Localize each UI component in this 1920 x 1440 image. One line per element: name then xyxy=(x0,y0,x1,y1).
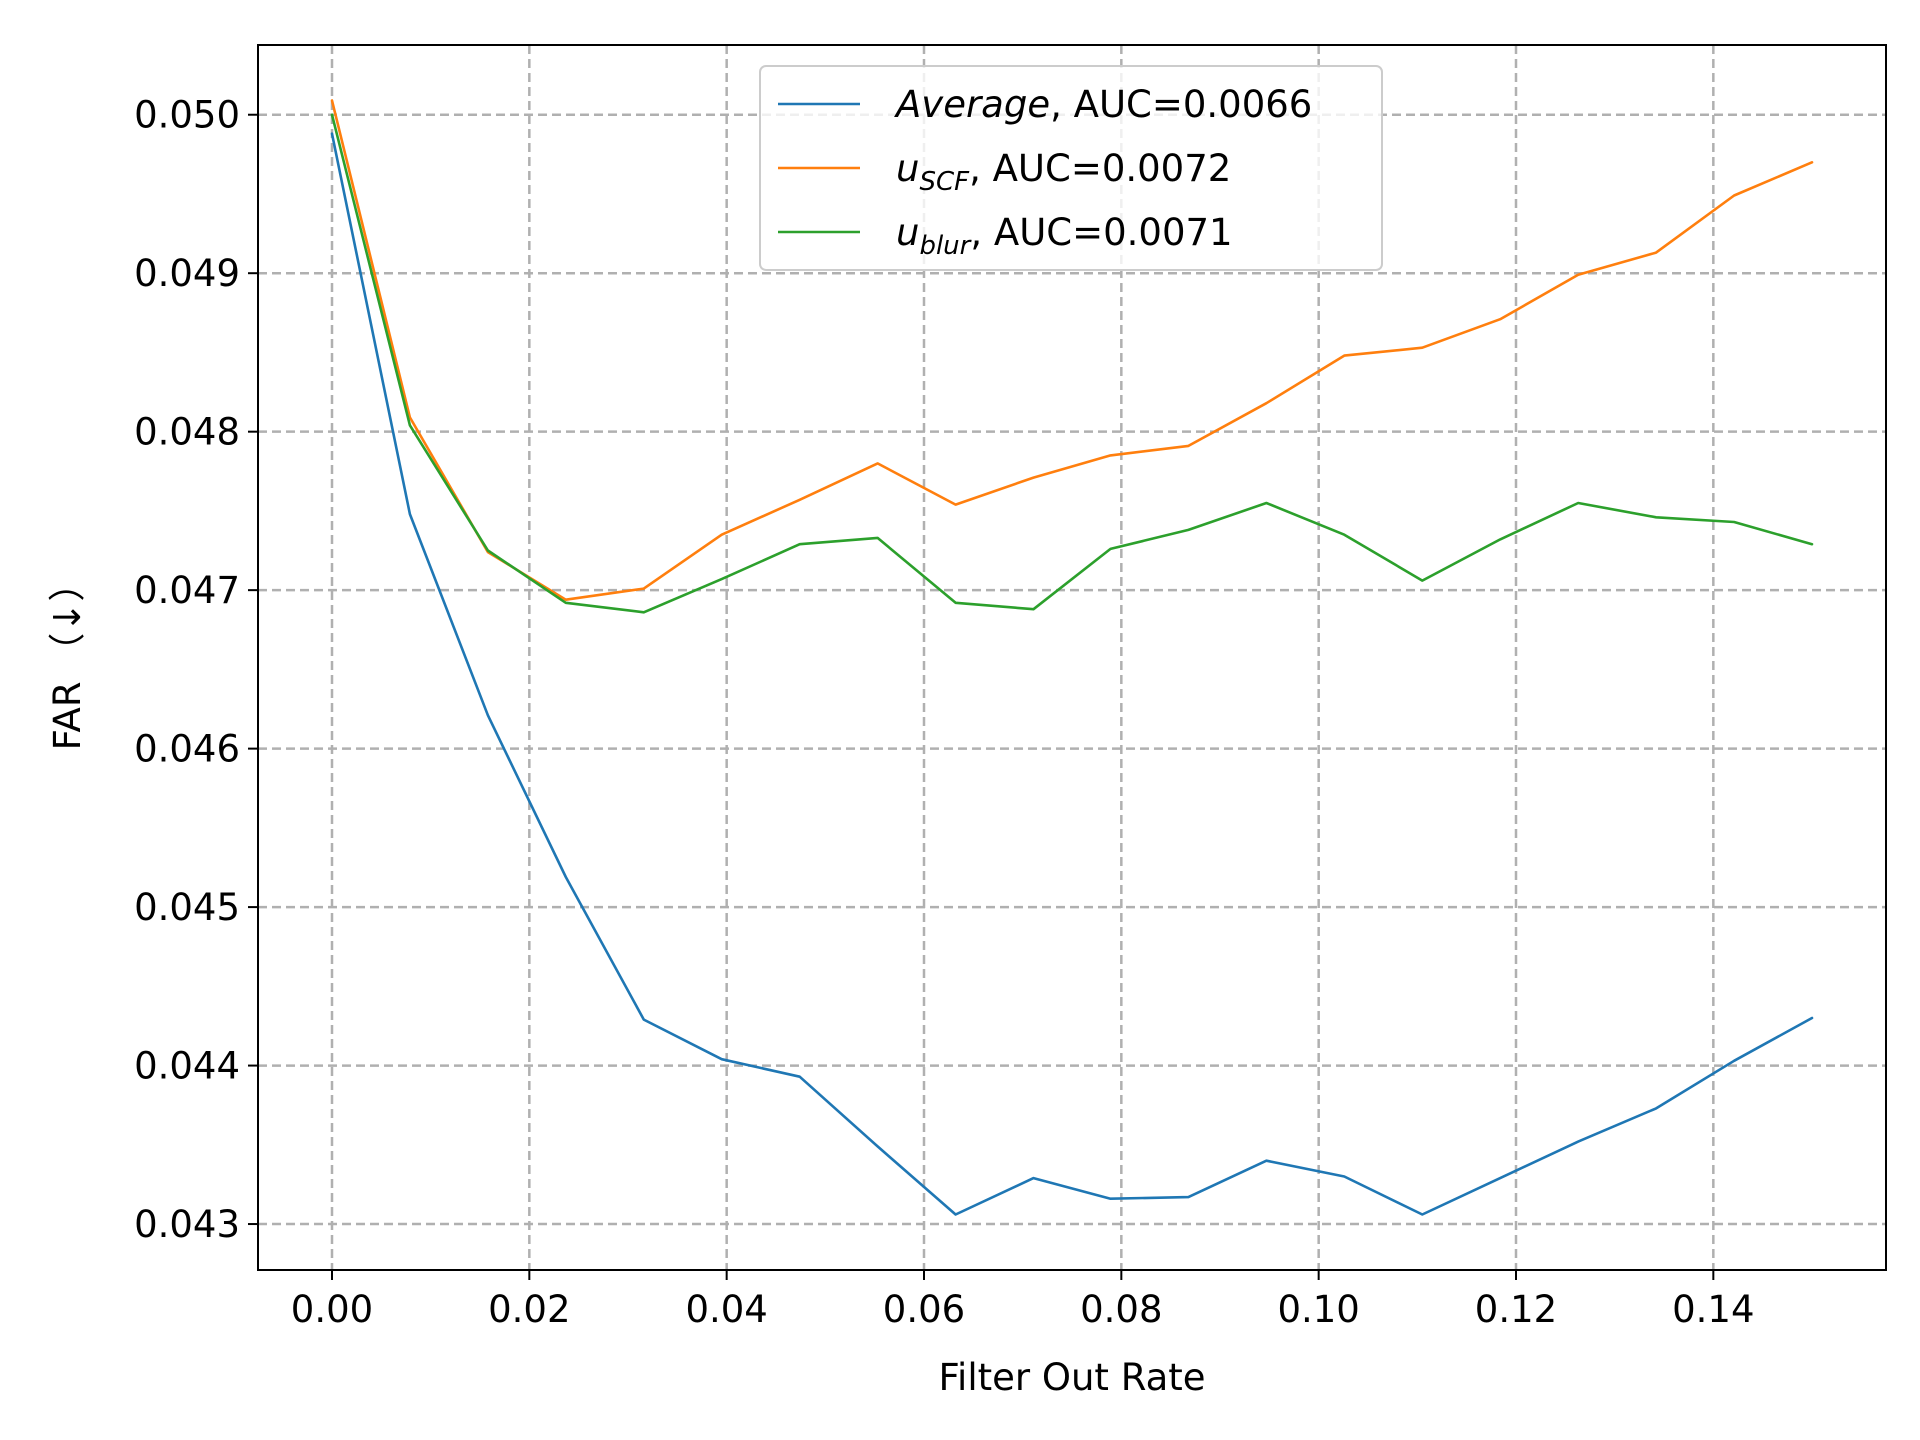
y-tick-label: 0.050 xyxy=(134,94,240,137)
y-tick-label: 0.049 xyxy=(134,252,240,295)
x-tick-label: 0.08 xyxy=(1080,1288,1162,1331)
y-tick-label: 0.046 xyxy=(134,728,240,771)
y-tick-label: 0.048 xyxy=(134,411,240,454)
legend-entry-2: uSCF, AUC=0.0072 xyxy=(896,147,1231,197)
legend-box xyxy=(759,65,1383,271)
x-tick-label: 0.10 xyxy=(1277,1288,1359,1331)
series-line-1 xyxy=(330,132,1814,1216)
legend-entry-name: u xyxy=(896,211,919,254)
y-tick-label: 0.047 xyxy=(134,569,240,612)
x-tick-label: 0.06 xyxy=(883,1288,965,1331)
legend-entry-auc: , AUC=0.0071 xyxy=(970,211,1232,254)
x-tick-label: 0.04 xyxy=(685,1288,767,1331)
x-axis-label: Filter Out Rate xyxy=(938,1356,1205,1399)
legend-entry-subscript: blur xyxy=(919,231,972,261)
legend-entry-1: Average, AUC=0.0066 xyxy=(894,83,1312,126)
series-lines xyxy=(330,99,1814,1216)
axis-ticks: 0.00 0.02 0.04 0.06 0.08 0.10 0.12 0.14 0.043 0.0… xyxy=(134,94,1754,1331)
y-tick-label: 0.044 xyxy=(134,1045,240,1088)
x-tick-label: 0.00 xyxy=(291,1288,373,1331)
y-tick-label: 0.043 xyxy=(134,1203,240,1246)
legend-entry-subscript: SCF xyxy=(919,167,970,197)
y-axis-label: FAR （↓） xyxy=(46,565,89,751)
legend-entry-name: u xyxy=(896,147,919,190)
series-line-2 xyxy=(330,99,1814,602)
legend-entry-auc: , AUC=0.0072 xyxy=(969,147,1231,190)
x-tick-label: 0.02 xyxy=(488,1288,570,1331)
legend-entry-3: ublur, AUC=0.0071 xyxy=(896,211,1233,261)
plot-area-frame xyxy=(257,44,1887,1271)
y-tick-label: 0.045 xyxy=(134,886,240,929)
series-line-3 xyxy=(330,113,1814,614)
legend-entry-name: Average xyxy=(894,83,1050,126)
x-tick-label: 0.12 xyxy=(1475,1288,1557,1331)
x-tick-label: 0.14 xyxy=(1672,1288,1754,1331)
legend-entry-auc: , AUC=0.0066 xyxy=(1050,83,1312,126)
